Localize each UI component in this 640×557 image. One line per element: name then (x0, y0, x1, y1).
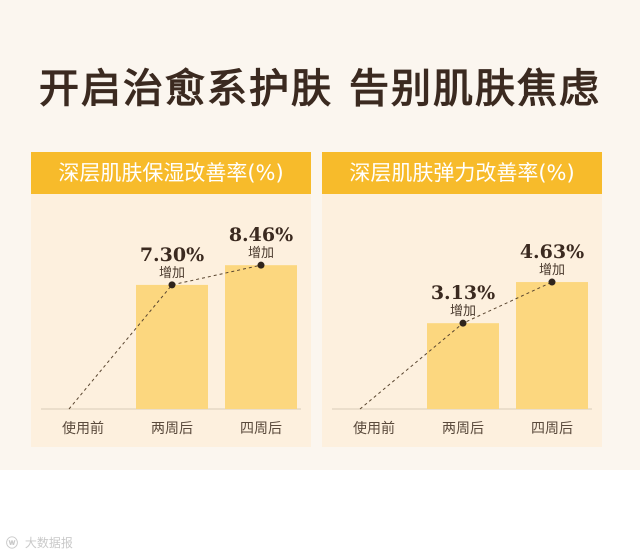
x-tick-label: 两周后 (151, 421, 193, 437)
trend-line (68, 264, 262, 410)
x-tick-label: 两周后 (442, 421, 484, 437)
x-tick-label: 使用前 (62, 420, 104, 437)
watermark-text: 大数据报 (24, 536, 73, 550)
moisture-chart-panel: 深层肌肤保湿改善率(%) 使用前 两周后 四周后 7.30% 增加 8.46% 增加 (31, 152, 311, 447)
data-label: 7.30% (140, 244, 204, 266)
weibo-icon: ⓦ (6, 536, 19, 550)
bar (516, 282, 588, 409)
data-sublabel: 增加 (159, 266, 185, 281)
elasticity-chart-panel: 深层肌肤弹力改善率(%) 使用前 两周后 四周后 3.13% 增加 4.63% 增加 (322, 152, 602, 447)
data-label: 4.63% (520, 241, 584, 263)
page-title: 开启治愈系护肤 告别肌肤焦虑 (39, 65, 601, 112)
data-sublabel: 增加 (539, 263, 565, 278)
data-point (459, 319, 467, 327)
data-point (548, 278, 556, 286)
x-tick-label: 使用前 (353, 420, 395, 437)
data-sublabel: 增加 (450, 304, 476, 319)
data-label: 3.13% (431, 282, 495, 304)
bar (225, 265, 297, 409)
data-point (168, 281, 176, 289)
x-tick-label: 四周后 (531, 421, 573, 437)
bar (136, 284, 208, 409)
data-point (257, 261, 265, 269)
data-label: 8.46% (229, 224, 293, 246)
chart-title: 深层肌肤弹力改善率(%) (322, 152, 602, 194)
bar (427, 323, 499, 409)
watermark: ⓦ 大数据报 (6, 534, 73, 551)
data-sublabel: 增加 (248, 246, 274, 261)
chart-title: 深层肌肤保湿改善率(%) (31, 152, 311, 194)
x-tick-label: 四周后 (240, 421, 282, 437)
